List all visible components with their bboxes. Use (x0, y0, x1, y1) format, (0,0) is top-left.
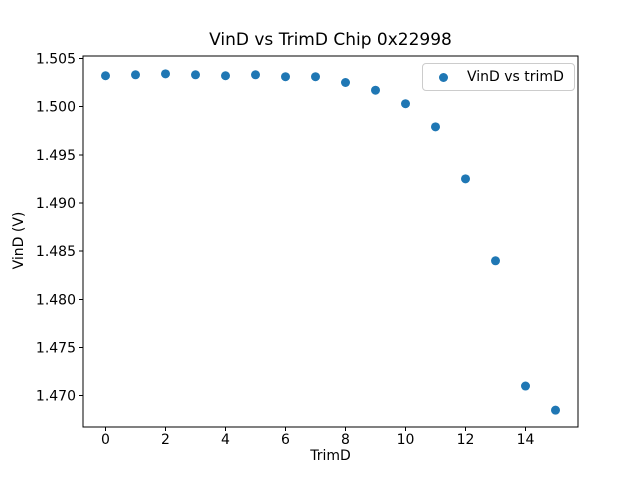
data-point (161, 69, 170, 79)
data-point (521, 381, 530, 391)
axes-border (82, 55, 579, 428)
x-tick-label: 12 (457, 432, 475, 448)
y-tick-label: 1.470 (36, 389, 76, 405)
data-point (461, 174, 470, 184)
legend-marker-icon (439, 72, 448, 82)
data-point (101, 71, 110, 81)
y-tick-label: 1.500 (36, 100, 76, 116)
data-point (431, 122, 440, 132)
data-point (551, 405, 560, 415)
data-point (371, 85, 380, 95)
data-point (341, 78, 350, 87)
data-point (251, 70, 260, 80)
data-point (191, 70, 200, 80)
data-point (131, 70, 140, 80)
x-tick-label: 10 (397, 432, 415, 448)
x-tick-label: 8 (341, 432, 350, 448)
x-axis-label: TrimD (310, 448, 351, 464)
data-point (221, 71, 230, 81)
y-tick-label: 1.505 (36, 51, 76, 67)
y-axis-label: VinD (V) (11, 211, 27, 270)
y-tick-label: 1.490 (36, 196, 76, 212)
x-tick-label: 14 (517, 432, 535, 448)
y-tick-label: 1.485 (36, 244, 76, 260)
x-tick-label: 6 (281, 432, 290, 448)
legend-label: VinD vs trimD (467, 69, 564, 85)
x-tick-label: 2 (161, 432, 170, 448)
y-tick-label: 1.495 (36, 148, 76, 164)
data-point (401, 99, 410, 109)
data-point (491, 256, 500, 266)
data-point (281, 72, 290, 82)
data-point (311, 72, 320, 82)
y-tick-label: 1.480 (36, 292, 76, 308)
x-tick-label: 4 (221, 432, 230, 448)
x-tick-label: 0 (101, 432, 110, 448)
chart-title: VinD vs TrimD Chip 0x22998 (209, 30, 452, 50)
y-tick-label: 1.475 (36, 341, 76, 357)
legend: VinD vs trimD (422, 63, 575, 91)
